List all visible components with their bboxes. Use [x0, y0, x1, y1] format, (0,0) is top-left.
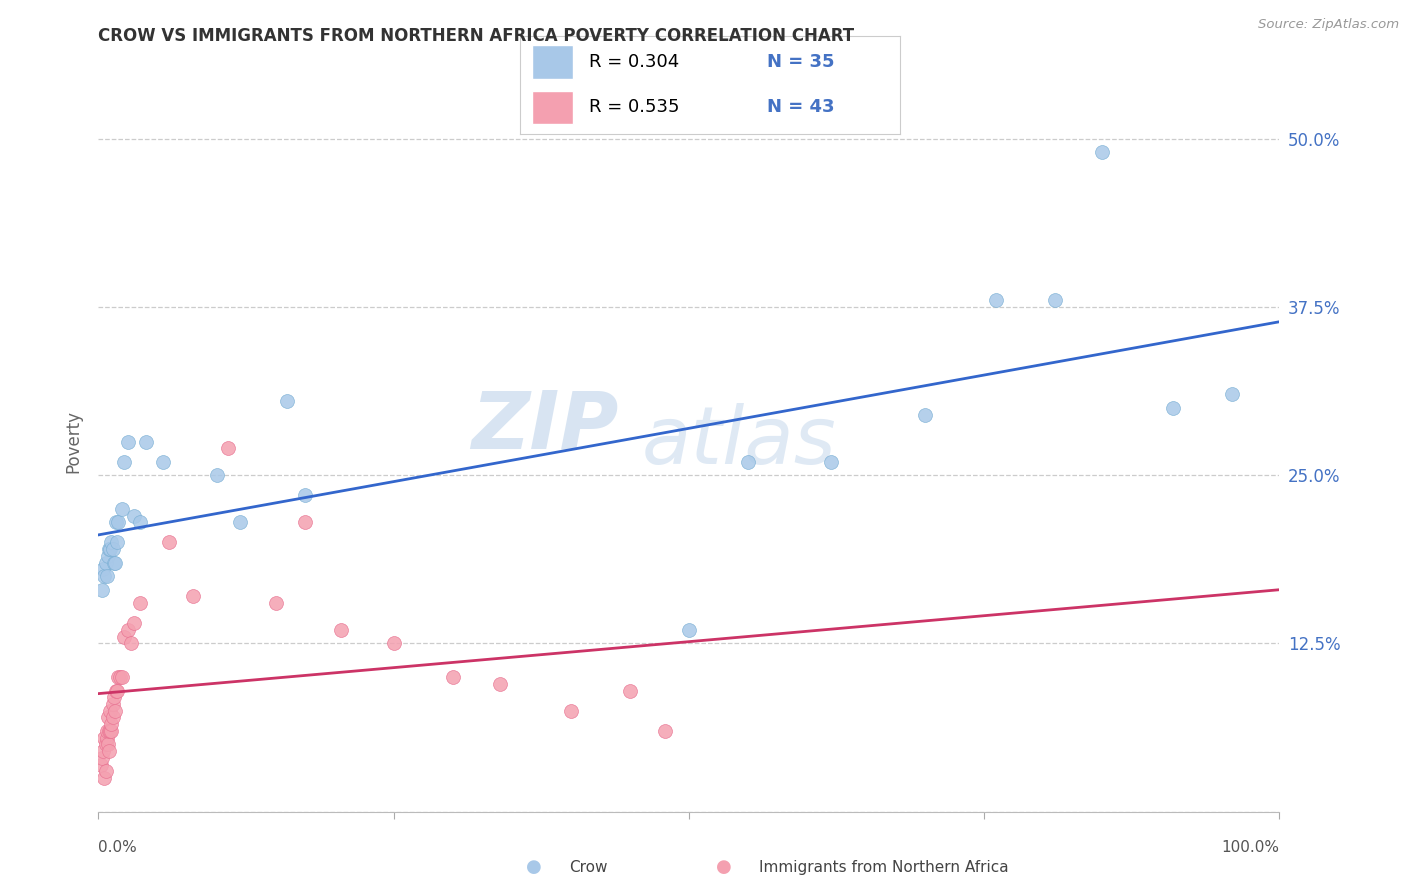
Point: [157, 535, 180, 549]
Point: [205, 468, 228, 483]
Point: [94, 764, 117, 779]
Text: 100.0%: 100.0%: [1222, 840, 1279, 855]
Point: [93, 771, 115, 785]
Point: [914, 408, 936, 422]
Point: [737, 455, 759, 469]
Point: [181, 590, 204, 604]
Point: [111, 670, 134, 684]
Y-axis label: Poverty: Poverty: [65, 410, 83, 473]
Point: [264, 596, 287, 610]
Point: [112, 630, 135, 644]
FancyBboxPatch shape: [531, 91, 574, 124]
Text: R = 0.304: R = 0.304: [589, 54, 679, 71]
Point: [97, 710, 120, 724]
Point: [294, 488, 316, 502]
Point: [117, 623, 139, 637]
Point: [329, 623, 352, 637]
Text: 0.0%: 0.0%: [98, 840, 138, 855]
Point: [101, 542, 124, 557]
Point: [100, 723, 122, 738]
FancyBboxPatch shape: [531, 45, 574, 78]
Point: [135, 434, 157, 449]
Point: [104, 704, 127, 718]
Point: [117, 434, 139, 449]
Point: [91, 562, 114, 576]
Point: [97, 549, 120, 563]
Point: [91, 582, 114, 597]
Point: [98, 704, 121, 718]
Point: [93, 569, 115, 583]
Point: [97, 738, 120, 752]
Text: ●: ●: [526, 858, 543, 876]
Point: [229, 516, 252, 530]
Point: [1091, 145, 1114, 160]
Point: [217, 442, 239, 456]
Point: [820, 455, 842, 469]
Point: [1220, 387, 1243, 401]
Point: [96, 723, 118, 738]
Point: [98, 723, 121, 738]
Point: [98, 744, 121, 758]
Point: [122, 508, 145, 523]
Point: [94, 556, 117, 570]
Point: [276, 394, 298, 409]
Point: [93, 731, 115, 745]
Point: [654, 723, 676, 738]
Point: [382, 636, 405, 650]
Point: [560, 704, 582, 718]
Point: [104, 556, 127, 570]
Text: Crow: Crow: [569, 860, 607, 874]
Text: ZIP: ZIP: [471, 388, 619, 466]
Point: [1161, 401, 1184, 415]
Point: [128, 516, 150, 530]
Point: [111, 501, 134, 516]
Point: [107, 516, 129, 530]
Point: [121, 636, 143, 650]
Point: [103, 690, 125, 705]
Text: N = 35: N = 35: [768, 54, 835, 71]
Point: [96, 569, 118, 583]
Text: N = 43: N = 43: [768, 98, 835, 116]
Point: [122, 616, 145, 631]
Point: [128, 596, 150, 610]
Point: [98, 542, 121, 557]
Point: [984, 293, 1007, 308]
Point: [105, 535, 128, 549]
Text: Source: ZipAtlas.com: Source: ZipAtlas.com: [1258, 18, 1399, 31]
Point: [101, 710, 124, 724]
Point: [1043, 293, 1066, 308]
Point: [100, 535, 122, 549]
Point: [294, 516, 316, 530]
Text: CROW VS IMMIGRANTS FROM NORTHERN AFRICA POVERTY CORRELATION CHART: CROW VS IMMIGRANTS FROM NORTHERN AFRICA …: [98, 27, 855, 45]
Point: [112, 455, 135, 469]
Point: [105, 516, 128, 530]
Point: [152, 455, 174, 469]
Text: ●: ●: [716, 858, 733, 876]
Point: [98, 723, 121, 738]
Point: [91, 744, 114, 758]
Text: Immigrants from Northern Africa: Immigrants from Northern Africa: [759, 860, 1010, 874]
Point: [98, 542, 121, 557]
Point: [441, 670, 464, 684]
Point: [678, 623, 700, 637]
Point: [489, 677, 512, 691]
Point: [96, 731, 118, 745]
Point: [108, 670, 131, 684]
Point: [101, 697, 124, 711]
Text: R = 0.535: R = 0.535: [589, 98, 679, 116]
Point: [100, 717, 122, 731]
Point: [103, 556, 125, 570]
Point: [90, 757, 112, 772]
Point: [94, 738, 117, 752]
Point: [105, 683, 128, 698]
Point: [619, 683, 641, 698]
Point: [105, 683, 128, 698]
Text: atlas: atlas: [641, 402, 837, 481]
Point: [107, 670, 129, 684]
Point: [91, 751, 114, 765]
